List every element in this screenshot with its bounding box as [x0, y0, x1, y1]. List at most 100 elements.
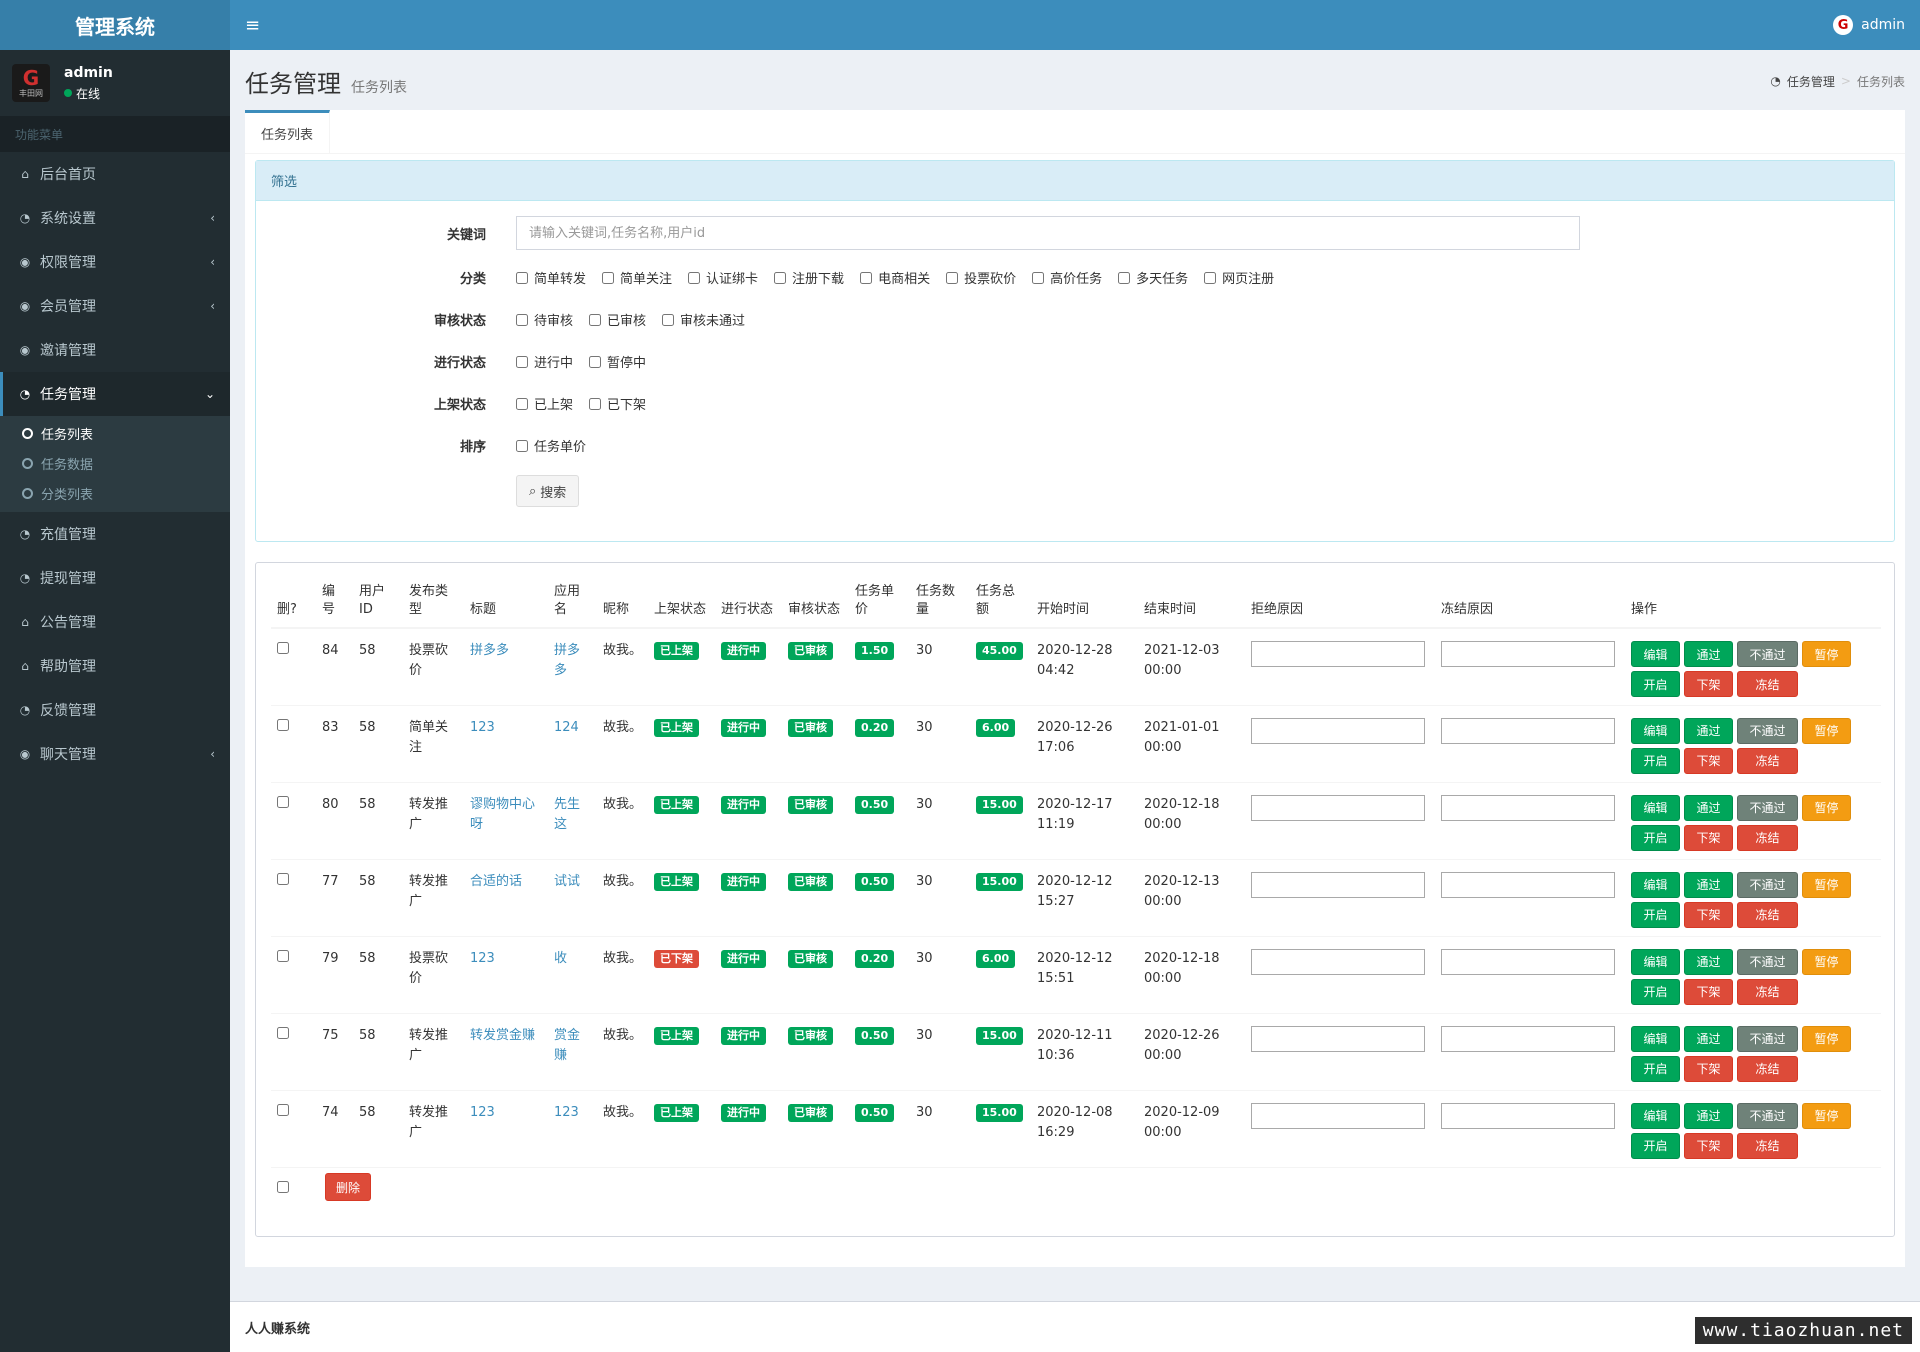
row-checkbox[interactable] [277, 949, 289, 962]
freeze-button[interactable]: 冻结 [1737, 978, 1798, 1005]
task-title-link[interactable]: 123 [470, 1104, 495, 1120]
unlist-button[interactable]: 下架 [1684, 1055, 1733, 1082]
reject-reason-input[interactable] [1251, 1025, 1425, 1052]
keyword-input[interactable] [516, 216, 1580, 250]
app-name-link[interactable]: 赏金赚 [554, 1027, 581, 1063]
approve-button[interactable]: 通过 [1684, 871, 1733, 898]
pause-button[interactable]: 暂停 [1802, 641, 1851, 667]
submenu-item[interactable]: 任务数据 [0, 448, 230, 478]
sidebar-item[interactable]: ⌂ 帮助管理 [0, 644, 230, 688]
freeze-button[interactable]: 冻结 [1737, 1132, 1798, 1159]
start-button[interactable]: 开启 [1631, 671, 1680, 697]
app-name-link[interactable]: 收 [554, 950, 568, 966]
pause-button[interactable]: 暂停 [1802, 1025, 1851, 1052]
start-button[interactable]: 开启 [1631, 1055, 1680, 1082]
sidebar-item[interactable]: ⌂ 公告管理 [0, 600, 230, 644]
filter-checkbox[interactable] [860, 271, 873, 284]
sidebar-item[interactable]: ◉ 聊天管理 ‹ [0, 732, 230, 776]
unlist-button[interactable]: 下架 [1684, 747, 1733, 774]
reject-reason-input[interactable] [1251, 1102, 1425, 1129]
user-menu[interactable]: G admin [1833, 15, 1905, 35]
filter-checkbox[interactable] [589, 397, 602, 410]
filter-checkbox[interactable] [1204, 271, 1217, 284]
pause-button[interactable]: 暂停 [1802, 948, 1851, 975]
sidebar-item[interactable]: ◔ 任务管理 ⌄ [0, 372, 230, 416]
select-all-checkbox[interactable] [277, 1181, 289, 1193]
start-button[interactable]: 开启 [1631, 1132, 1680, 1159]
filter-checkbox[interactable] [602, 271, 615, 284]
reject-reason-input[interactable] [1251, 641, 1425, 667]
filter-checkbox[interactable] [516, 439, 528, 452]
filter-checkbox[interactable] [516, 271, 528, 284]
sidebar-item[interactable]: ◉ 会员管理 ‹ [0, 284, 230, 328]
approve-button[interactable]: 通过 [1684, 794, 1733, 821]
row-checkbox[interactable] [277, 718, 289, 731]
row-checkbox[interactable] [277, 1103, 289, 1116]
unlist-button[interactable]: 下架 [1684, 901, 1733, 928]
filter-option[interactable]: 电商相关 [860, 268, 930, 287]
freeze-button[interactable]: 冻结 [1737, 901, 1798, 928]
row-checkbox[interactable] [277, 642, 289, 654]
filter-option[interactable]: 已下架 [589, 394, 646, 413]
reject-reason-input[interactable] [1251, 717, 1425, 744]
approve-button[interactable]: 通过 [1684, 948, 1733, 975]
freeze-reason-input[interactable] [1441, 1102, 1615, 1129]
filter-option[interactable]: 已审核 [589, 310, 646, 329]
reject-button[interactable]: 不通过 [1737, 641, 1798, 667]
freeze-reason-input[interactable] [1441, 948, 1615, 975]
submenu-item[interactable]: 任务列表 [0, 418, 230, 448]
app-name-link[interactable]: 123 [554, 1104, 579, 1120]
app-logo[interactable]: 管理系统 [0, 0, 230, 50]
filter-option[interactable]: 多天任务 [1118, 268, 1188, 287]
filter-checkbox[interactable] [662, 313, 675, 326]
start-button[interactable]: 开启 [1631, 901, 1680, 928]
task-title-link[interactable]: 拼多多 [470, 643, 510, 658]
filter-option[interactable]: 简单转发 [516, 268, 586, 287]
filter-option[interactable]: 任务单价 [516, 436, 586, 455]
reject-button[interactable]: 不通过 [1737, 948, 1798, 975]
reject-reason-input[interactable] [1251, 794, 1425, 821]
filter-checkbox[interactable] [516, 397, 528, 410]
filter-option[interactable]: 网页注册 [1204, 268, 1274, 287]
freeze-reason-input[interactable] [1441, 717, 1615, 744]
approve-button[interactable]: 通过 [1684, 1102, 1733, 1129]
row-checkbox[interactable] [277, 872, 289, 885]
task-title-link[interactable]: 123 [470, 719, 495, 735]
search-button[interactable]: ⌕ 搜索 [516, 475, 580, 507]
filter-option[interactable]: 已上架 [516, 394, 573, 413]
filter-option[interactable]: 简单关注 [602, 268, 672, 287]
approve-button[interactable]: 通过 [1684, 1025, 1733, 1052]
filter-checkbox[interactable] [589, 313, 602, 326]
pause-button[interactable]: 暂停 [1802, 1102, 1851, 1129]
freeze-reason-input[interactable] [1441, 871, 1615, 898]
approve-button[interactable]: 通过 [1684, 641, 1733, 667]
freeze-button[interactable]: 冻结 [1737, 671, 1798, 697]
submenu-item[interactable]: 分类列表 [0, 478, 230, 508]
sidebar-item[interactable]: ◔ 充值管理 [0, 512, 230, 556]
edit-button[interactable]: 编辑 [1631, 1025, 1680, 1052]
row-checkbox[interactable] [277, 1026, 289, 1039]
reject-reason-input[interactable] [1251, 948, 1425, 975]
start-button[interactable]: 开启 [1631, 747, 1680, 774]
sidebar-item[interactable]: ◉ 邀请管理 [0, 328, 230, 372]
approve-button[interactable]: 通过 [1684, 717, 1733, 744]
edit-button[interactable]: 编辑 [1631, 1102, 1680, 1129]
task-title-link[interactable]: 合适的话 [470, 873, 523, 889]
filter-checkbox[interactable] [516, 313, 528, 326]
sidebar-item[interactable]: ◔ 系统设置 ‹ [0, 196, 230, 240]
filter-option[interactable]: 暂停中 [589, 352, 646, 371]
reject-reason-input[interactable] [1251, 871, 1425, 898]
filter-checkbox[interactable] [688, 271, 701, 284]
breadcrumb-task-manage[interactable]: 任务管理 [1786, 74, 1835, 89]
task-title-link[interactable]: 谬购物中心呀 [470, 796, 536, 832]
start-button[interactable]: 开启 [1631, 824, 1680, 851]
sidebar-item[interactable]: ⌂ 后台首页 [0, 152, 230, 196]
filter-option[interactable]: 认证绑卡 [688, 268, 758, 287]
reject-button[interactable]: 不通过 [1737, 1102, 1798, 1129]
menu-toggle-icon[interactable]: ≡ [245, 14, 261, 36]
freeze-button[interactable]: 冻结 [1737, 824, 1798, 851]
edit-button[interactable]: 编辑 [1631, 641, 1680, 667]
edit-button[interactable]: 编辑 [1631, 717, 1680, 744]
filter-option[interactable]: 待审核 [516, 310, 573, 329]
app-name-link[interactable]: 拼多多 [554, 643, 581, 678]
